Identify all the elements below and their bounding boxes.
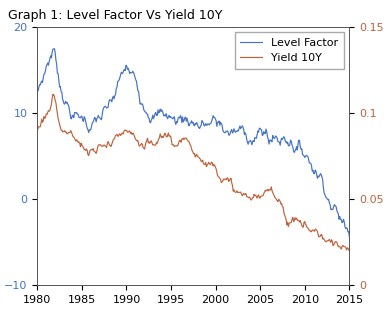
Level Factor bbox=[293, 149, 298, 152]
Level Factor bbox=[190, 121, 195, 125]
Yield 10Y bbox=[334, 240, 339, 244]
Line: Yield 10Y: Yield 10Y bbox=[37, 94, 350, 251]
Level Factor bbox=[334, 209, 339, 212]
Level Factor bbox=[45, 61, 50, 65]
Yield 10Y bbox=[45, 111, 50, 114]
Legend: Level Factor, Yield 10Y: Level Factor, Yield 10Y bbox=[235, 32, 344, 69]
Yield 10Y bbox=[190, 149, 195, 153]
Yield 10Y bbox=[140, 142, 145, 146]
Text: Graph 1: Level Factor Vs Yield 10Y: Graph 1: Level Factor Vs Yield 10Y bbox=[8, 9, 222, 22]
Level Factor bbox=[175, 121, 180, 124]
Yield 10Y bbox=[50, 92, 55, 96]
Line: Level Factor: Level Factor bbox=[37, 49, 350, 238]
Yield 10Y bbox=[175, 144, 180, 148]
Level Factor bbox=[35, 89, 40, 93]
Level Factor bbox=[52, 47, 57, 50]
Level Factor bbox=[347, 236, 352, 239]
Yield 10Y bbox=[293, 216, 298, 219]
Level Factor bbox=[140, 102, 145, 106]
Yield 10Y bbox=[347, 249, 352, 252]
Yield 10Y bbox=[35, 128, 40, 132]
